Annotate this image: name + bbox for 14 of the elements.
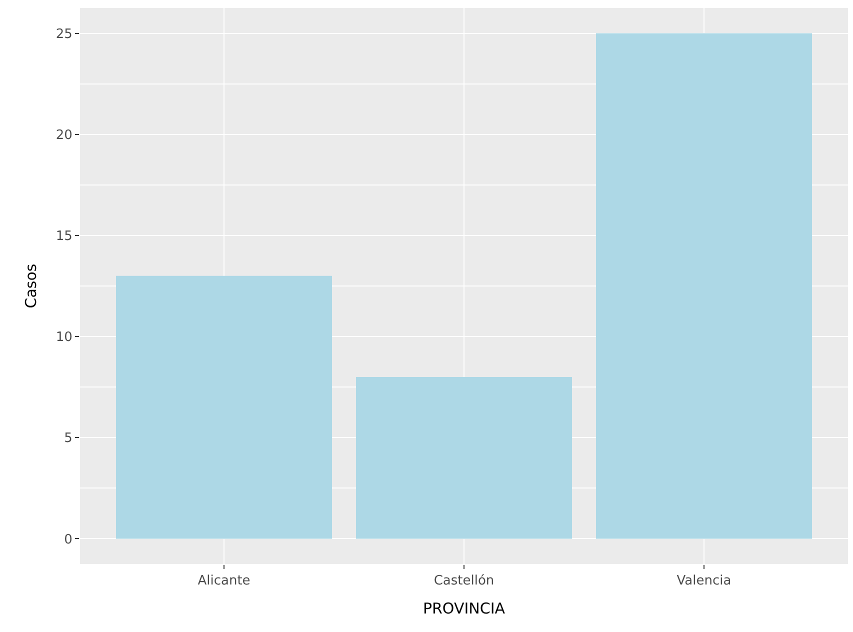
y-tick-label: 15 xyxy=(56,229,72,244)
bar xyxy=(116,276,332,539)
bar xyxy=(596,33,812,539)
x-tick-label: Alicante xyxy=(198,574,250,589)
y-tick-label: 25 xyxy=(56,26,72,42)
x-axis-title: PROVINCIA xyxy=(422,600,506,618)
x-tick-label: Castellón xyxy=(434,574,494,589)
x-tick-label: Valencia xyxy=(676,574,732,589)
y-tick-label: 5 xyxy=(64,431,72,446)
y-tick-label: 0 xyxy=(64,532,72,548)
y-tick-label: 10 xyxy=(56,330,72,346)
y-tick-label: 20 xyxy=(56,128,72,143)
y-axis-title: Casos xyxy=(22,264,40,308)
bar xyxy=(356,376,572,539)
